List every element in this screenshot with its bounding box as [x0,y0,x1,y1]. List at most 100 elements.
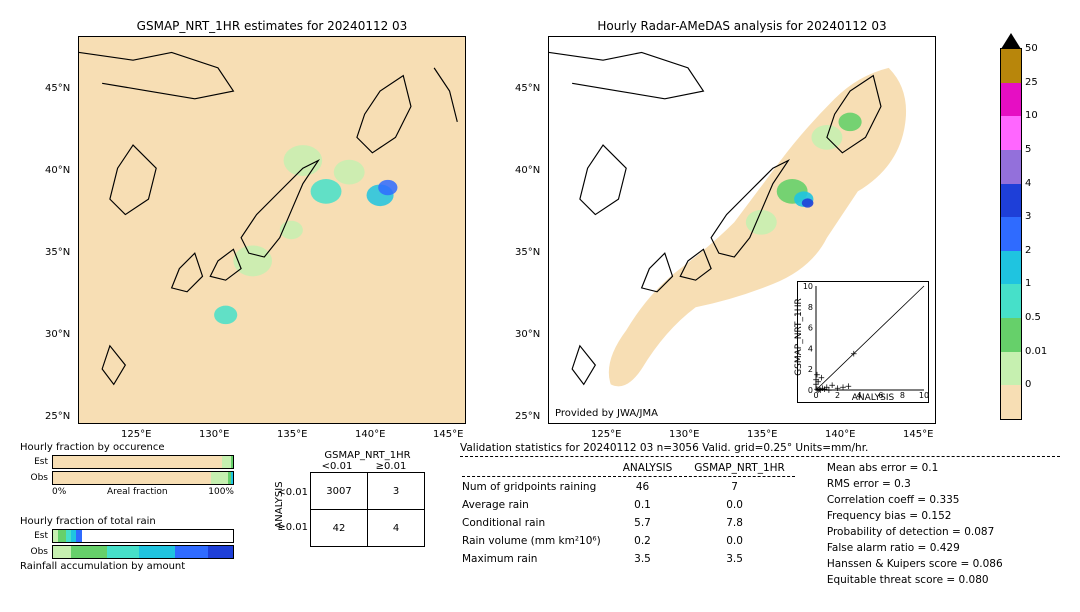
cell: 3007 [311,473,368,510]
bar-segment [107,546,139,558]
metric-row: Probability of detection = 0.087 [827,524,1003,540]
colorbar-tick-label: 5 [1025,144,1031,155]
xtick: 130°E [199,429,229,440]
bar-segment [211,472,227,484]
contingency-cells: 30073 424 [310,472,425,547]
colorbar-segment [1001,184,1021,218]
col-label: GSMAP_NRT_1HR [684,462,795,477]
cell: 3 [368,473,425,510]
stat-val: 3.5 [613,551,683,567]
stat-val: 0.0 [684,533,795,549]
ytick: 30°N [515,329,540,340]
metric-row: Hanssen & Kuipers score = 0.086 [827,556,1003,572]
colorbar-segment [1001,385,1021,419]
left-map-svg [79,37,465,423]
hourly-fraction-total: Hourly fraction of total rain Est Obs Rai… [20,516,240,574]
col-label: ≥0.01 [364,461,418,472]
bar-track [52,471,234,485]
ytick: 30°N [45,329,70,340]
svg-text:6: 6 [808,324,813,333]
mini-footer: Rainfall accumulation by amount [20,561,240,572]
colorbar-segment [1001,49,1021,83]
svg-text:8: 8 [808,303,813,312]
bar-segment [82,530,233,542]
bar-row-label: Est [20,457,52,467]
colorbar-tick-label: 10 [1025,110,1038,121]
stat-val: 0.0 [684,497,795,513]
cell: 4 [368,510,425,547]
bar-row-label: Obs [20,473,52,483]
left-map-panel: GSMAP_NRT_1HR estimates for 20240112 03 … [78,36,466,424]
mini-title: Hourly fraction by occurence [20,442,240,453]
bar-row-label: Obs [20,547,52,557]
stat-val: 5.7 [613,515,683,531]
bar-segment [53,472,211,484]
stats-left-table: ANALYSISGSMAP_NRT_1HR Num of gridpoints … [460,460,797,588]
ytick: 25°N [515,411,540,422]
colorbar-segment [1001,83,1021,117]
stats-right-metrics: Mean abs error = 0.1RMS error = 0.3Corre… [827,460,1003,588]
xtick: 135°E [277,429,307,440]
bar-row: Est [20,455,240,469]
svg-text:10: 10 [803,282,813,291]
svg-text:2: 2 [835,391,840,400]
provided-by-label: Provided by JWA/JMA [555,408,658,419]
xtick: 140°E [355,429,385,440]
ytick: 25°N [45,411,70,422]
col-label: <0.01 [310,461,364,472]
validation-stats: Validation statistics for 20240112 03 n=… [460,442,1060,588]
svg-text:10: 10 [919,391,928,400]
stat-val: 3.5 [684,551,795,567]
colorbar-tick-label: 2 [1025,245,1031,256]
col-label: ANALYSIS [613,462,683,477]
right-map-title: Hourly Radar-AMeDAS analysis for 2024011… [549,19,935,33]
ytick: 35°N [515,247,540,258]
bar-segment [58,530,65,542]
stat-label: Num of gridpoints raining [462,479,611,495]
axis-left: 0% [52,487,66,497]
metric-row: Correlation coeff = 0.335 [827,492,1003,508]
colorbar-tick-label: 1 [1025,278,1031,289]
xtick: 145°E [433,429,463,440]
colorbar-tick-label: 25 [1025,77,1038,88]
bar-row: Est [20,529,240,543]
bar-segment [222,456,231,468]
xtick: 130°E [669,429,699,440]
bar-segment [231,456,233,468]
xtick: 135°E [747,429,777,440]
svg-text:0: 0 [808,386,813,395]
bar-track [52,455,234,469]
bar-segment [208,546,233,558]
colorbar-tick-label: 0.01 [1025,346,1047,357]
bar-track [52,529,234,543]
scatter-inset: ++++++++++++++++++ 0246810 0246810 ANALY… [797,281,929,403]
bar-segment [139,546,175,558]
mini-title: Hourly fraction of total rain [20,516,240,527]
axis-right: 100% [208,487,234,497]
xtick: 140°E [825,429,855,440]
contingency-row-header: ANALYSIS [274,470,285,540]
bar-segment [175,546,207,558]
stat-val: 46 [613,479,683,495]
stat-label: Rain volume (mm km²10⁶) [462,533,611,549]
metric-row: RMS error = 0.3 [827,476,1003,492]
colorbar-segment [1001,318,1021,352]
stat-val: 7.8 [684,515,795,531]
stat-label: Maximum rain [462,551,611,567]
colorbar-segment [1001,116,1021,150]
svg-text:0: 0 [813,391,818,400]
colorbar-tick-label: 0.5 [1025,312,1041,323]
metric-row: Frequency bias = 0.152 [827,508,1003,524]
colorbar-arrow-icon [1001,33,1021,49]
ytick: 45°N [515,83,540,94]
stat-val: 0.2 [613,533,683,549]
metric-row: Mean abs error = 0.1 [827,460,1003,476]
bar-segment [53,456,222,468]
stat-label: Average rain [462,497,611,513]
ytick: 35°N [45,247,70,258]
colorbar-segment [1001,217,1021,251]
contingency-table: GSMAP_NRT_1HR <0.01 ≥0.01 ANALYSIS <0.01… [270,450,425,547]
stats-header: Validation statistics for 20240112 03 n=… [460,442,1060,457]
ytick: 40°N [515,165,540,176]
bar-row-label: Est [20,531,52,541]
